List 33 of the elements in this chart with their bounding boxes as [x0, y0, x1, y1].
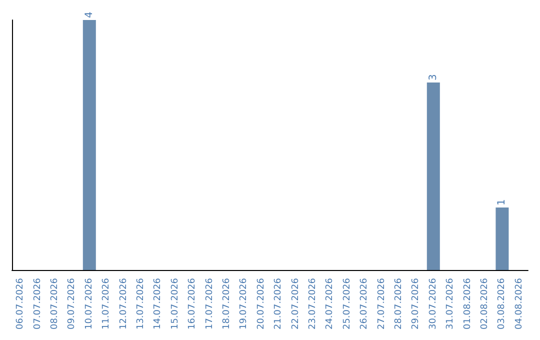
x-tick-label: 10.07.2026 [84, 278, 94, 330]
x-tick-label: 20.07.2026 [256, 278, 266, 330]
x-tick-label: 26.07.2026 [360, 278, 370, 330]
x-tick-label: 19.07.2026 [239, 278, 250, 330]
x-tick-label: 02.08.2026 [480, 278, 490, 330]
x-tick-label: 08.07.2026 [50, 278, 60, 330]
x-tick-label: 11.07.2026 [102, 278, 112, 330]
x-tick-label: 31.07.2026 [446, 278, 456, 330]
x-tick-label: 18.07.2026 [222, 278, 232, 330]
x-tick-label: 25.07.2026 [342, 278, 352, 330]
x-tick-label: 04.08.2026 [514, 278, 524, 330]
x-tick-label: 14.07.2026 [153, 278, 164, 330]
x-tick-label: 15.07.2026 [170, 278, 180, 330]
x-tick-label: 12.07.2026 [118, 278, 129, 330]
x-tick-label: 09.07.2026 [67, 278, 78, 330]
x-tick-label: 22.07.2026 [290, 278, 301, 330]
x-tick-label: 01.08.2026 [462, 278, 473, 330]
data-label: 3 [428, 74, 439, 80]
x-tick-label: 07.07.2026 [32, 278, 43, 330]
data-label: 1 [496, 199, 508, 206]
x-tick-label: 03.08.2026 [497, 278, 508, 330]
x-tick-label: 23.07.2026 [308, 278, 318, 330]
data-label: 4 [84, 12, 95, 18]
x-tick-label: 21.07.2026 [274, 278, 284, 330]
x-tick-label: 27.07.2026 [376, 278, 387, 330]
x-tick-label: 28.07.2026 [394, 278, 404, 330]
x-tick-label: 30.07.2026 [428, 278, 438, 330]
x-tick-label: 13.07.2026 [136, 278, 146, 330]
x-tick-label: 24.07.2026 [325, 278, 336, 330]
x-tick-label: 16.07.2026 [188, 278, 198, 330]
x-tick-label: 29.07.2026 [411, 278, 422, 330]
x-tick-label: 17.07.2026 [204, 278, 215, 330]
x-tick-label: 06.07.2026 [16, 278, 26, 330]
